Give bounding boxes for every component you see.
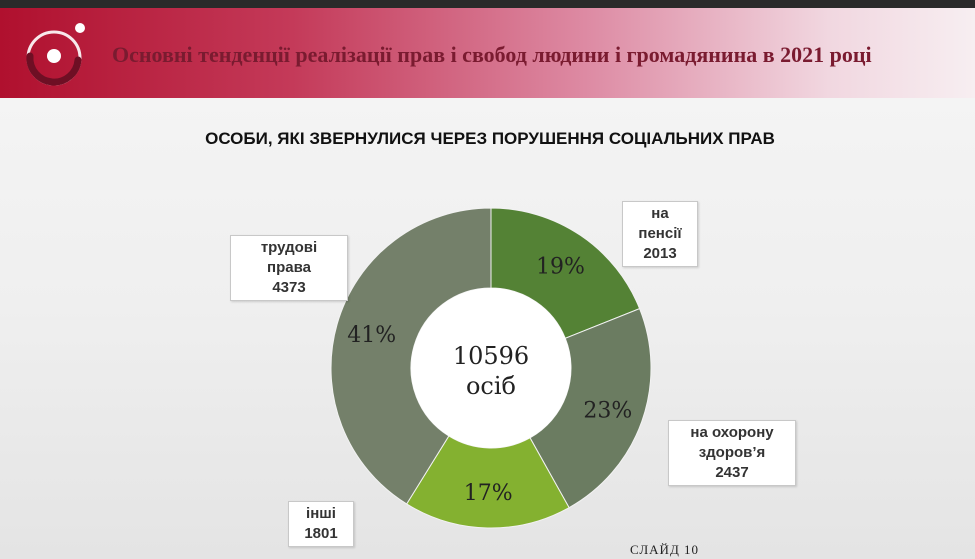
slide-number: СЛАЙД 10 [630,542,700,557]
ombudsman-logo-icon [26,23,85,86]
page-title: Основні тенденції реалізації прав і своб… [112,42,872,67]
callout-labor-label: трудові права [260,239,318,276]
top-strip [0,0,975,8]
callout-health-label-line2: здоров’я [698,444,766,461]
callout-other: інші 1801 [288,501,354,547]
callout-pension-label: на пенсії [638,205,682,242]
callout-pension-value: 2013 [643,245,677,262]
callout-pension: на пенсії 2013 [622,201,698,267]
callout-health-label-line1: на охорону [690,424,774,441]
donut-center-value: 10596 [453,342,529,370]
donut-slice-percent-1: 23% [583,398,632,423]
chart-title: ОСОБИ, ЯКІ ЗВЕРНУЛИСЯ ЧЕРЕЗ ПОРУШЕННЯ СО… [205,129,775,148]
donut-hole [411,288,571,448]
donut-center-unit: осіб [466,372,516,400]
callout-health: на охорону здоров’я 2437 [668,420,796,486]
callout-labor-value: 4373 [272,279,306,296]
donut-slice-percent-2: 17% [464,481,513,506]
callout-labor: трудові права 4373 [230,235,348,301]
callout-other-label: інші [306,505,336,522]
callout-health-value: 2437 [715,464,749,481]
slide-header: Основні тенденції реалізації прав і своб… [0,8,975,98]
donut-slice-percent-3: 41% [347,323,396,348]
callout-other-value: 1801 [304,525,338,542]
donut-slice-percent-0: 19% [536,254,585,279]
